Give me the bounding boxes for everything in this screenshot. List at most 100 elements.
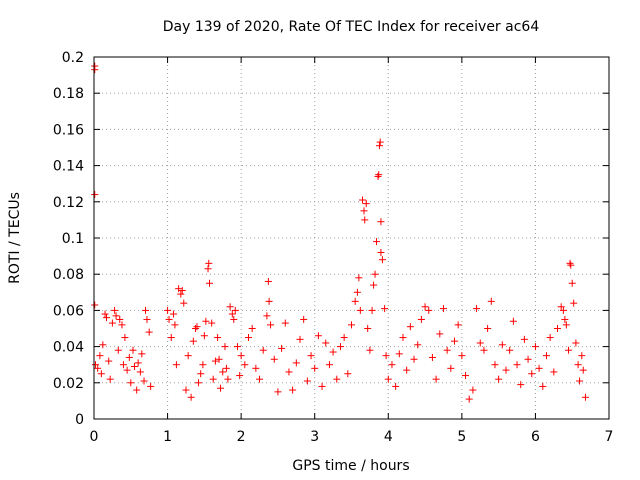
data-point xyxy=(388,361,396,369)
data-point xyxy=(303,377,311,385)
data-point xyxy=(425,306,433,314)
data-point xyxy=(443,346,451,354)
data-point xyxy=(484,325,492,332)
data-point xyxy=(329,348,337,356)
x-tick-label: 6 xyxy=(531,429,540,445)
y-tick-label: 0.16 xyxy=(53,122,84,138)
data-point xyxy=(226,303,234,311)
data-point xyxy=(274,388,282,396)
data-point xyxy=(428,353,436,361)
data-point xyxy=(366,346,374,354)
data-point xyxy=(193,323,201,331)
data-point xyxy=(133,386,141,394)
data-point xyxy=(557,303,565,311)
data-point xyxy=(228,310,236,318)
data-point xyxy=(473,305,481,313)
data-point xyxy=(267,321,275,329)
data-point xyxy=(130,363,138,371)
data-point xyxy=(491,361,499,369)
data-point xyxy=(265,297,273,305)
data-point xyxy=(469,386,477,394)
axis-ticks: 0 0.02 0.04 0.06 0.08 0.1 0.12 0.14 0.16 0.18 0.2 0… xyxy=(53,50,614,445)
x-tick-label: 0 xyxy=(90,429,99,445)
y-axis-label: ROTI / TECUs xyxy=(7,192,23,284)
data-point xyxy=(359,196,367,204)
data-point xyxy=(165,315,173,323)
data-point xyxy=(245,334,252,342)
data-point xyxy=(91,66,99,74)
data-point xyxy=(178,286,186,294)
x-tick-label: 4 xyxy=(384,429,393,445)
x-tick-label: 7 xyxy=(605,429,614,445)
data-point xyxy=(539,382,547,390)
data-point xyxy=(542,352,550,360)
data-point xyxy=(360,207,368,215)
data-point xyxy=(506,346,514,354)
data-point xyxy=(373,238,381,246)
data-point xyxy=(248,325,256,332)
data-point xyxy=(311,364,319,372)
data-point xyxy=(524,355,532,363)
data-point xyxy=(147,382,155,390)
data-point xyxy=(465,395,473,403)
data-point xyxy=(91,301,99,309)
data-point xyxy=(189,337,197,345)
data-point xyxy=(370,281,378,289)
data-point xyxy=(215,355,223,363)
data-point xyxy=(91,191,99,199)
data-point xyxy=(236,372,244,380)
data-point xyxy=(399,334,407,342)
data-point xyxy=(208,319,216,327)
data-point xyxy=(417,315,425,323)
data-point xyxy=(572,339,580,347)
y-tick-label: 0.06 xyxy=(53,303,84,319)
data-point xyxy=(217,384,225,392)
data-point xyxy=(487,297,495,305)
data-point xyxy=(531,343,539,351)
data-point xyxy=(105,357,113,365)
data-point xyxy=(454,321,462,329)
y-tick-label: 0.18 xyxy=(53,86,84,102)
data-point xyxy=(94,364,102,372)
y-tick-label: 0.2 xyxy=(62,50,84,66)
data-point xyxy=(576,377,584,385)
data-point xyxy=(462,372,470,380)
plot-frame xyxy=(93,56,610,420)
data-point xyxy=(348,321,355,329)
data-point xyxy=(96,352,104,360)
data-point xyxy=(172,361,180,369)
data-point xyxy=(125,353,133,361)
data-point xyxy=(344,370,352,378)
data-point xyxy=(378,256,386,264)
data-point xyxy=(436,330,444,338)
data-point xyxy=(361,216,369,224)
data-point xyxy=(381,305,389,313)
data-point xyxy=(177,290,185,298)
data-point xyxy=(219,368,227,376)
data-point xyxy=(353,288,361,296)
data-point xyxy=(355,274,363,282)
data-point xyxy=(371,270,379,278)
data-point xyxy=(562,321,570,329)
data-point xyxy=(382,352,390,360)
data-point xyxy=(206,279,214,287)
data-point xyxy=(119,361,127,369)
data-point xyxy=(336,343,344,351)
data-point xyxy=(230,315,238,323)
data-point xyxy=(180,299,188,307)
data-point xyxy=(546,334,554,342)
data-point xyxy=(112,312,120,320)
data-point xyxy=(281,319,289,327)
data-point xyxy=(233,343,241,351)
data-point xyxy=(517,381,525,389)
data-point xyxy=(99,341,107,349)
data-point xyxy=(182,386,190,394)
data-point xyxy=(221,343,229,351)
data-point xyxy=(480,346,488,354)
y-tick-label: 0.1 xyxy=(62,231,84,247)
grid xyxy=(94,57,609,419)
data-point xyxy=(108,319,116,327)
data-point xyxy=(97,370,105,378)
